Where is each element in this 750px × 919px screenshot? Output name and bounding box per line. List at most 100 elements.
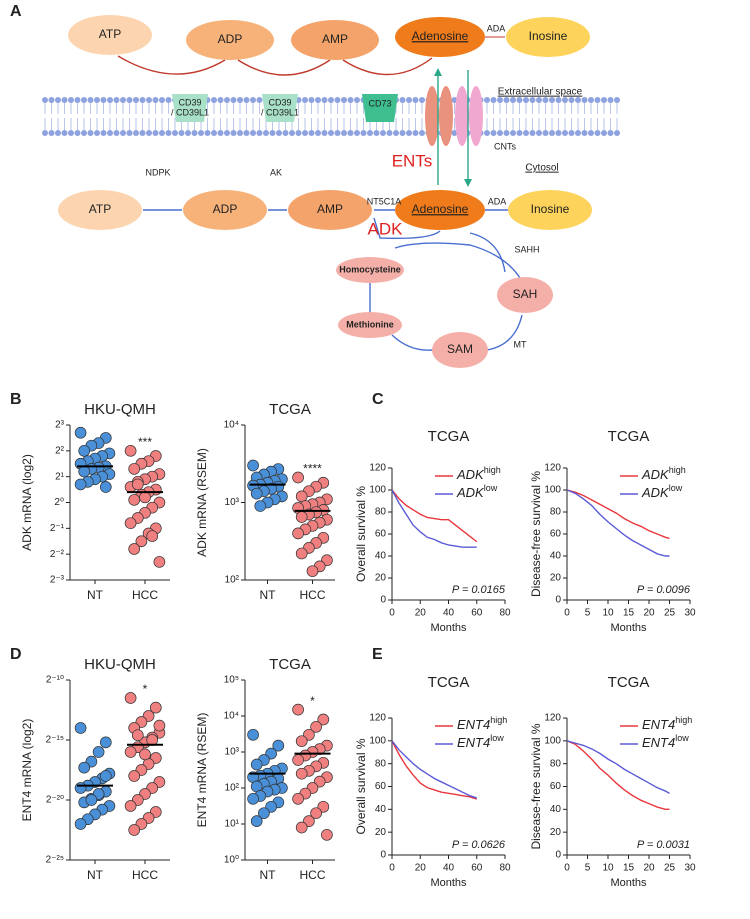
lipid-head [230, 97, 237, 103]
lipid-head [529, 97, 536, 103]
lipid-head [237, 130, 243, 136]
node [506, 17, 590, 57]
node-label: ADP [213, 202, 238, 216]
lipid-head [328, 130, 334, 136]
y-axis-label: ENT4 mRNA (log2) [20, 719, 34, 822]
dot [74, 426, 87, 439]
node-label: Adenosine [412, 29, 469, 43]
legend-sup: low [484, 483, 498, 493]
panel-label: A [10, 3, 22, 20]
lipid-head [74, 130, 81, 136]
y-tick-label: 20 [550, 573, 562, 584]
dot [139, 491, 151, 504]
lipid-head [549, 97, 555, 103]
x-tick-label: 20 [415, 863, 427, 874]
dot [128, 463, 141, 475]
arrowhead [434, 68, 442, 76]
lipid-head [354, 130, 360, 136]
arrow [237, 59, 331, 76]
lipid-head [484, 97, 490, 103]
y-tick-label: 20 [550, 827, 562, 838]
lipid-head [360, 130, 367, 136]
y-axis-label: Overall survival % [354, 486, 368, 582]
legend-name: ADK [456, 485, 485, 500]
lipid-head [367, 130, 373, 136]
y-tick-label: 0 [555, 595, 561, 606]
dot [250, 487, 263, 500]
lipid-head [510, 130, 516, 136]
legend-sup: high [675, 715, 692, 725]
protein [262, 94, 298, 122]
dot [78, 465, 91, 478]
y-axis-label: Disease-free survival % [529, 471, 543, 597]
x-tick-label: NT [260, 868, 277, 882]
legend-label: ENT4high [457, 715, 507, 732]
legend-label: ADKlow [456, 483, 498, 500]
y-tick-label: 100 [369, 485, 386, 496]
lipid-head [588, 97, 594, 103]
node [432, 332, 488, 368]
lipid-head [581, 97, 588, 103]
y-tick-label: 2⁻¹⁵ [46, 735, 64, 746]
y-tick-label: 2¹ [55, 471, 65, 482]
lipid-head [601, 130, 607, 136]
lipid-head [68, 130, 74, 136]
lipid-head [542, 130, 549, 136]
dot [131, 729, 144, 742]
x-tick-label: 25 [664, 863, 676, 874]
x-axis-label: Months [430, 622, 467, 634]
y-tick-label: 2⁻¹ [50, 523, 65, 534]
x-tick-label: HCC [300, 588, 326, 602]
lipid-head [399, 130, 406, 136]
x-tick-label: 0 [389, 863, 395, 874]
arrow [117, 55, 226, 75]
lipid-head [256, 130, 263, 136]
y-tick-label: 120 [544, 713, 561, 724]
y-tick-label: 120 [369, 463, 386, 474]
lipid-head [107, 97, 113, 103]
lipid-head [614, 97, 620, 103]
lipid-head [113, 130, 120, 136]
dot [92, 746, 105, 758]
lipid-head [412, 97, 419, 103]
lipid-head [250, 97, 256, 103]
lipid-head [484, 130, 490, 136]
compartment-label: Extracellular space [498, 87, 583, 98]
lipid-head [139, 97, 146, 103]
y-tick-label: 10⁴ [224, 711, 239, 722]
survival-curve [566, 489, 670, 557]
lipid-head [256, 97, 263, 103]
lipid-head [341, 97, 347, 103]
protein-label: CD39 [268, 97, 291, 107]
y-tick-label: 10⁵ [224, 675, 239, 686]
legend-name: ADK [456, 467, 485, 482]
dot [292, 471, 304, 484]
lipid-head [607, 130, 614, 136]
dot [310, 720, 322, 733]
lipid-head [412, 130, 419, 136]
lipid-head [419, 97, 425, 103]
lipid-head [55, 130, 61, 136]
legend-name: ENT4 [457, 717, 490, 732]
y-tick-label: 10³ [225, 497, 240, 508]
y-tick-label: 2⁻³ [50, 575, 65, 586]
legend-name: ENT4 [642, 717, 675, 732]
node [336, 257, 404, 283]
y-axis-label: ADK mRNA (log2) [20, 454, 34, 551]
lipid-head [503, 97, 510, 103]
legend-sup: high [484, 465, 501, 475]
y-tick-label: 80 [550, 758, 562, 769]
legend-label: ADKlow [641, 483, 683, 500]
lipid-head [198, 130, 204, 136]
node-label: SAM [447, 342, 473, 356]
dot [124, 444, 137, 457]
y-tick-label: 2³ [55, 420, 65, 431]
y-tick-label: 40 [550, 804, 562, 815]
legend-name: ENT4 [457, 735, 490, 750]
lipid-head [42, 97, 48, 103]
dot [250, 758, 263, 771]
legend-sup: low [669, 483, 683, 493]
dot [78, 444, 91, 457]
y-tick-label: 120 [544, 463, 561, 474]
lipid-head [386, 130, 393, 136]
